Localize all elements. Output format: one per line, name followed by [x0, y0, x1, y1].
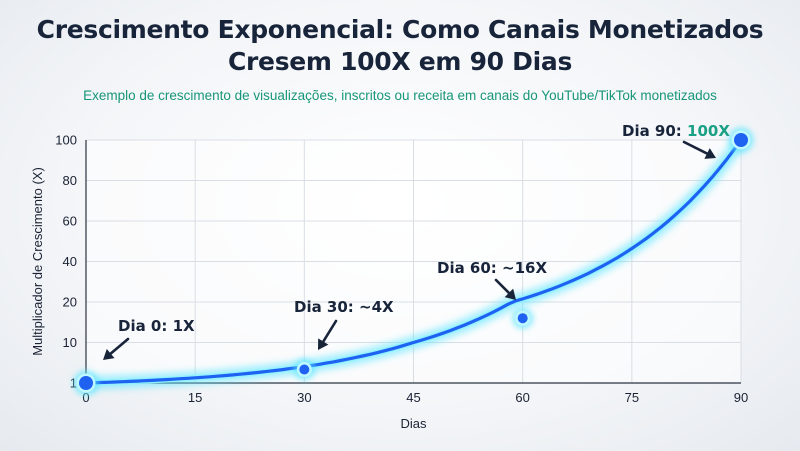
highlight-point — [299, 364, 310, 375]
chart-title: Crescimento Exponencial: Como Canais Mon… — [0, 14, 800, 78]
annotation-label-text: Dia 30: ~4X — [294, 298, 394, 316]
series-line — [84, 138, 743, 385]
x-tick-label: 90 — [734, 390, 748, 405]
annotation-arrowhead — [504, 288, 516, 300]
x-tick-label: 30 — [297, 390, 311, 405]
y-tick-label: 100 — [55, 133, 77, 148]
y-tick-label: 20 — [63, 295, 77, 310]
x-tick-label: 75 — [625, 390, 639, 405]
annotation-label: Dia 60: ~16X — [437, 259, 547, 277]
annotation-arrow — [682, 140, 709, 155]
data-point — [594, 282, 597, 285]
data-point — [448, 341, 451, 344]
data-point — [667, 232, 670, 235]
data-point — [230, 375, 233, 378]
annotation-label: Dia 0: 1X — [118, 317, 195, 335]
annotation-label: Dia 30: ~4X — [294, 298, 394, 316]
data-point — [157, 379, 160, 382]
x-tick-label: 60 — [515, 390, 529, 405]
annotation-label-text: Dia 60: ~16X — [437, 259, 547, 277]
highlight-point — [734, 133, 748, 147]
series — [73, 127, 754, 396]
annotation-arrow — [321, 319, 338, 343]
annotation-arrow — [494, 278, 511, 295]
data-point — [376, 358, 379, 361]
x-tick-label: 15 — [188, 390, 202, 405]
annotations: Dia 0: 1X Dia 30: ~4X Dia 60: ~16X Dia 90: … — [103, 122, 730, 360]
tick-labels: 015304560759011020406080100 — [55, 133, 748, 406]
annotation-label-text: Dia 0: 1X — [118, 317, 195, 335]
highlight-point — [517, 313, 528, 324]
chart-title-line-1: Crescimento Exponencial: Como Canais Mon… — [36, 15, 764, 44]
annotation-label: Dia 90: 100X — [622, 122, 730, 140]
x-tick-label: 45 — [406, 390, 420, 405]
y-tick-label: 10 — [63, 335, 77, 350]
annotation-arrowhead — [704, 148, 716, 159]
y-axis-label: Multiplicador de Crescimento (X) — [30, 167, 45, 356]
chart-subtitle: Exemplo de crescimento de visualizações,… — [83, 88, 717, 103]
annotation-label-text: Dia 90: — [622, 122, 687, 140]
y-tick-label: 40 — [63, 254, 77, 269]
highlight-point — [79, 376, 93, 390]
y-tick-label: 80 — [63, 173, 77, 188]
annotation-arrowhead — [103, 348, 115, 360]
annotation-arrow — [109, 337, 130, 355]
chart-title-line-2: Cresem 100X em 90 Dias — [227, 47, 573, 76]
annotation-label-highlight: 100X — [687, 122, 730, 140]
x-tick-label: 0 — [82, 390, 89, 405]
annotation-arrowhead — [318, 338, 329, 350]
y-tick-label: 60 — [63, 214, 77, 229]
x-axis-label: Dias — [400, 416, 427, 431]
